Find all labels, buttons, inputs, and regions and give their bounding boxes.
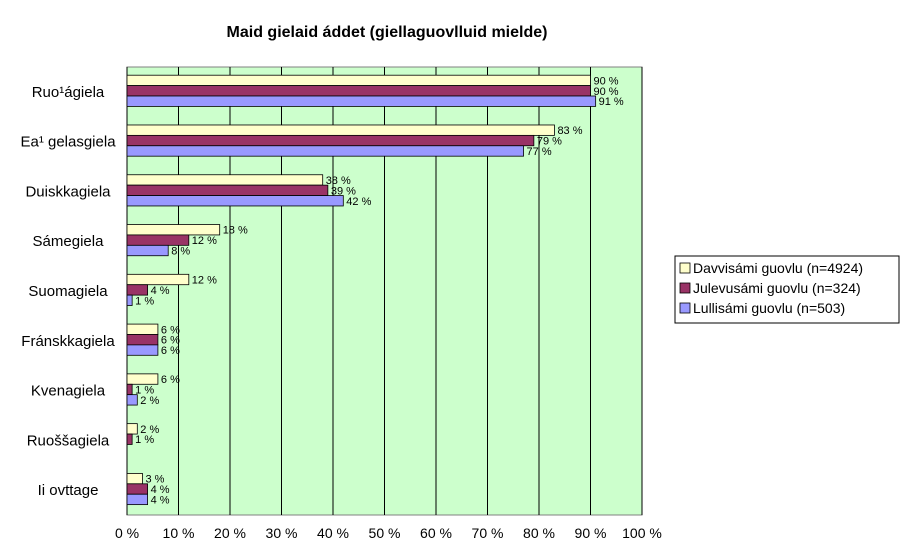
data-label: 38 % — [326, 175, 351, 187]
bar — [126, 244, 169, 257]
legend-swatch — [679, 282, 691, 294]
x-tick-labels: 0 % 10 % 20 % 30 % 40 % 50 % 60 % 70 % 80 % 90 % 1… — [115, 525, 662, 541]
x-tick-label: 50 % — [369, 525, 401, 541]
data-label: 77 % — [527, 146, 552, 158]
x-tick-label: 40 % — [317, 525, 349, 541]
data-label: 90 % — [594, 86, 619, 98]
bar — [126, 145, 524, 157]
data-label: 1 % — [135, 384, 154, 396]
bar — [126, 334, 159, 346]
bar — [126, 124, 555, 136]
bar — [126, 294, 133, 306]
category-label: Fránskkagiela — [21, 333, 115, 350]
data-label: 39 % — [331, 185, 356, 197]
bar — [126, 473, 143, 485]
data-label: 18 % — [223, 225, 248, 237]
bar-series-3: 91 %77 %42 %8 %1 %6 %2 %4 % — [126, 95, 624, 506]
data-label: 12 % — [192, 275, 217, 287]
bar — [126, 224, 221, 236]
data-label: 6 % — [161, 324, 180, 336]
legend: Davvisámi guovlu (n=4924) Julevusámi guov… — [674, 255, 900, 324]
data-label: 4 % — [151, 494, 170, 506]
data-label: 2 % — [140, 424, 159, 436]
data-label: 6 % — [161, 374, 180, 386]
legend-label: Julevusámi guovlu (n=324) — [693, 280, 861, 296]
bar-series-group: 90 %83 %38 %18 %12 %6 %6 %2 %3 %90 %79 %… — [126, 74, 624, 506]
bar — [126, 95, 597, 107]
bar — [126, 323, 159, 335]
bar — [126, 383, 133, 396]
data-label: 1 % — [135, 434, 154, 446]
bar — [126, 433, 133, 445]
data-label: 90 % — [594, 75, 619, 87]
data-label: 83 % — [557, 125, 582, 137]
legend-swatch — [679, 302, 691, 314]
data-label: 79 % — [537, 136, 562, 148]
chart-title: Maid gielaid áddet (giellaguovlluid miel… — [227, 24, 548, 41]
data-label: 1 % — [135, 295, 154, 307]
bar — [126, 85, 591, 97]
data-label: 6 % — [161, 345, 180, 357]
legend-label: Lullisámi guovlu (n=503) — [693, 300, 845, 316]
x-tick-label: 20 % — [214, 525, 246, 541]
category-label: Ruo¹ágiela — [32, 84, 105, 101]
category-labels: Ruo¹ágiela Ea¹ gelasgiela Duiskkagiela Sáme… — [20, 84, 116, 499]
bar — [126, 394, 138, 406]
bar — [126, 195, 344, 207]
data-label: 2 % — [140, 395, 159, 407]
x-tick-label: 30 % — [266, 525, 298, 541]
bar — [126, 234, 190, 246]
bar — [126, 134, 535, 147]
bar — [126, 483, 149, 495]
bar — [126, 74, 591, 86]
category-label: Ea¹ gelasgiela — [20, 134, 116, 151]
x-tick-label: 90 % — [575, 525, 607, 541]
bar — [126, 284, 149, 296]
bar — [126, 373, 159, 385]
x-tick-label: 0 % — [115, 525, 139, 541]
x-tick-label: 70 % — [472, 525, 504, 541]
bar — [126, 174, 324, 186]
x-tick-label: 60 % — [420, 525, 452, 541]
legend-box — [674, 255, 900, 324]
bar — [126, 493, 149, 506]
category-label: Ii ovttage — [38, 482, 99, 499]
data-label: 3 % — [145, 474, 164, 486]
x-tick-label: 80 % — [523, 525, 555, 541]
data-label: 91 % — [599, 96, 624, 108]
x-tick-label: 10 % — [163, 525, 195, 541]
category-label: Sámegiela — [33, 233, 105, 250]
category-label: Ruoššagiela — [27, 432, 110, 449]
bar — [126, 184, 329, 196]
bar — [126, 273, 190, 286]
data-label: 6 % — [161, 335, 180, 347]
bar — [126, 344, 159, 356]
category-label: Suomagiela — [28, 283, 108, 300]
data-label: 4 % — [151, 484, 170, 496]
category-label: Duiskkagiela — [25, 183, 111, 200]
data-label: 12 % — [192, 235, 217, 247]
legend-label: Davvisámi guovlu (n=4924) — [693, 260, 863, 276]
category-label: Kvenagiela — [31, 383, 106, 400]
data-label: 42 % — [346, 196, 371, 208]
data-label: 4 % — [151, 285, 170, 297]
bar — [126, 423, 138, 435]
bar-series-1: 90 %83 %38 %18 %12 %6 %6 %2 %3 % — [126, 74, 619, 486]
data-label: 8 % — [171, 246, 190, 258]
x-tick-label: 100 % — [622, 525, 662, 541]
legend-swatch — [679, 262, 691, 274]
